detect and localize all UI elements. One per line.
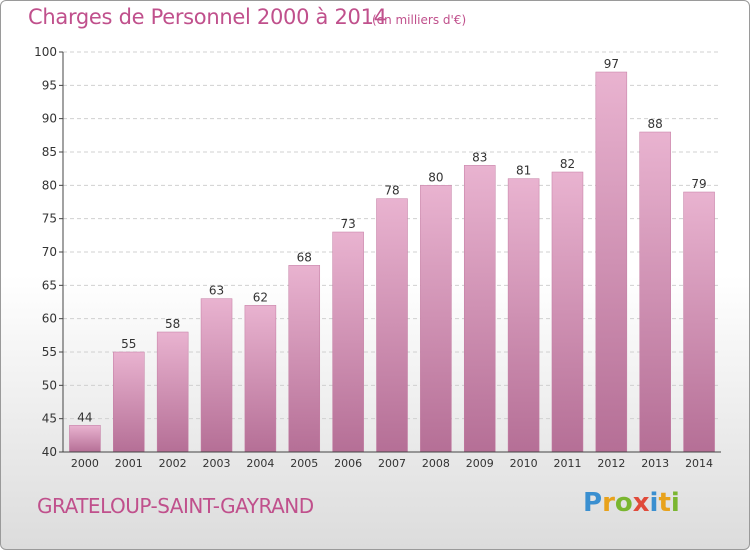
data-labels: 44 55 58 63 62 68 73 78 80 83 81 82 97 88 79	[77, 57, 706, 424]
bar-2006	[332, 231, 364, 453]
bar-2010	[507, 178, 540, 453]
data-label-2000: 44	[77, 410, 92, 424]
data-label-2008: 80	[428, 170, 443, 184]
x-tick-label: 2008	[422, 457, 450, 470]
data-label-2013: 88	[648, 117, 663, 131]
bar-2012	[595, 71, 628, 453]
bar-2014	[683, 191, 715, 453]
y-tick-label: 95	[42, 78, 57, 92]
logo-letter: P	[583, 488, 603, 518]
bar-2011	[551, 171, 584, 453]
x-tick-label: 2010	[510, 457, 538, 470]
logo-letter: x	[632, 488, 650, 518]
logo-letter: i	[649, 488, 659, 518]
x-tick-label: 2003	[203, 457, 231, 470]
y-tick-label: 60	[42, 312, 57, 326]
bar-2004	[244, 305, 277, 453]
bar-2007	[376, 198, 408, 453]
data-label-2012: 97	[604, 57, 619, 71]
data-label-2004: 62	[253, 290, 268, 304]
x-tick-label: 2000	[71, 457, 99, 470]
bar-2001	[113, 351, 145, 453]
data-label-2011: 82	[560, 157, 575, 171]
bar-2003	[200, 298, 233, 453]
logo-letter: o	[614, 488, 633, 518]
x-tick-label: 2009	[466, 457, 494, 470]
data-label-2009: 83	[472, 150, 487, 164]
y-tick-label: 65	[42, 278, 57, 292]
chart-subtitle: (en milliers d'€)	[372, 13, 467, 27]
x-tick-label: 2014	[685, 457, 713, 470]
logo-letter: r	[602, 488, 615, 518]
y-tick-label: 100	[34, 45, 57, 59]
data-label-2010: 81	[516, 164, 531, 178]
x-tick-label: 2007	[378, 457, 406, 470]
data-label-2007: 78	[384, 184, 399, 198]
logo-letter: i	[670, 488, 680, 518]
data-label-2003: 63	[209, 284, 224, 298]
x-tick-label: 2006	[334, 457, 362, 470]
data-label-2002: 58	[165, 317, 180, 331]
x-axis-ticks: 2000 2001 2002 2003 2004 2005 2006 2007 2008 2009…	[71, 457, 713, 470]
bar-2009	[463, 165, 496, 453]
y-tick-label: 85	[42, 145, 57, 159]
y-tick-label: 45	[42, 412, 57, 426]
y-tick-label: 70	[42, 245, 57, 259]
data-label-2006: 73	[340, 217, 355, 231]
x-tick-label: 2005	[290, 457, 318, 470]
x-tick-label: 2013	[641, 457, 669, 470]
x-tick-label: 2004	[246, 457, 274, 470]
x-tick-label: 2001	[115, 457, 143, 470]
data-label-2001: 55	[121, 337, 136, 351]
data-label-2005: 68	[297, 250, 312, 264]
chart-title: Charges de Personnel 2000 à 2014	[28, 5, 387, 29]
commune-name: GRATELOUP-SAINT-GAYRAND	[37, 494, 314, 518]
bar-2002	[156, 331, 189, 453]
y-axis-ticks: 40 45 50 55 60 65 70 75 80 85 90 95 100	[34, 45, 63, 459]
bar-2008	[420, 185, 452, 453]
y-tick-label: 75	[42, 212, 57, 226]
y-tick-label: 80	[42, 178, 57, 192]
bar-2013	[639, 131, 671, 453]
y-tick-label: 55	[42, 345, 57, 359]
logo-letter: t	[658, 488, 671, 518]
y-tick-label: 40	[42, 445, 57, 459]
x-tick-label: 2002	[159, 457, 187, 470]
data-label-2014: 79	[691, 177, 706, 191]
bar-chart: 40 45 50 55 60 65 70 75 80 85 90 95 100 44 55 58 63 62 68…	[34, 45, 721, 470]
y-tick-label: 90	[42, 112, 57, 126]
bar-2000	[69, 425, 101, 453]
x-tick-label: 2012	[597, 457, 625, 470]
proxiti-logo: Proxiti	[583, 488, 680, 518]
bars	[69, 71, 715, 453]
bar-2005	[288, 265, 321, 453]
x-tick-label: 2011	[553, 457, 581, 470]
y-tick-label: 50	[42, 378, 57, 392]
